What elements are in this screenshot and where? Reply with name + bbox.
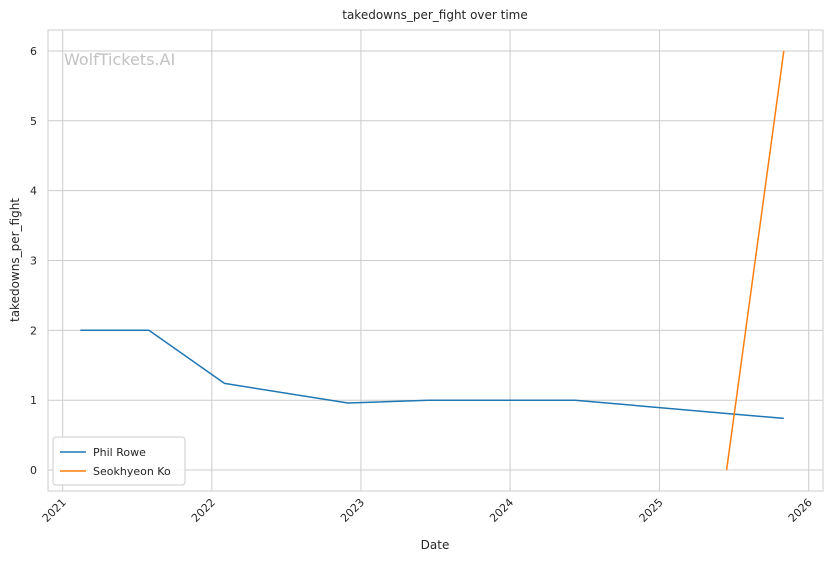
x-tick-labels: 2021 2022 2023 2024 2025 2026: [40, 496, 815, 525]
x-tick-label: 2026: [786, 496, 815, 525]
series-line-seokhyeon-ko: [725, 50, 785, 471]
x-tick-label: 2025: [637, 496, 666, 525]
y-tick-label: 3: [30, 255, 37, 268]
y-tick-label: 0: [30, 464, 37, 477]
legend: Phil Rowe Seokhyeon Ko: [52, 436, 186, 486]
y-tick-label: 1: [30, 394, 37, 407]
y-tick-label: 2: [30, 324, 37, 337]
watermark: WolfTickets.AI: [64, 50, 175, 69]
legend-label-phil-rowe: Phil Rowe: [93, 446, 146, 459]
y-tick-label: 5: [30, 115, 37, 128]
plot-frame: [47, 29, 824, 492]
x-tick-label: 2023: [338, 496, 367, 525]
grid: [48, 30, 823, 491]
series-line-phil-rowe: [80, 329, 784, 420]
series-layer: [80, 50, 785, 471]
chart-title: takedowns_per_fight over time: [342, 8, 528, 22]
y-axis-label: takedowns_per_fight: [8, 198, 22, 322]
y-tick-label: 6: [30, 45, 37, 58]
y-tick-labels: 0 1 2 3 4 5 6: [30, 45, 37, 477]
legend-box: [52, 436, 186, 486]
x-tick-label: 2022: [189, 496, 218, 525]
legend-label-seokhyeon-ko: Seokhyeon Ko: [93, 465, 171, 478]
x-axis-label: Date: [421, 538, 450, 552]
x-tick-label: 2021: [40, 496, 69, 525]
x-tick-label: 2024: [487, 496, 516, 525]
y-tick-label: 4: [30, 185, 37, 198]
